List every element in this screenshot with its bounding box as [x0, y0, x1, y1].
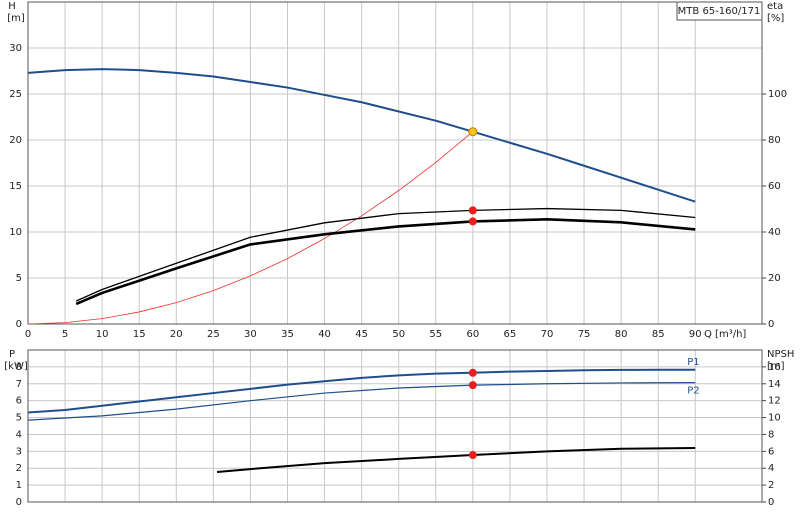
- y-tick-label: 10: [9, 227, 22, 238]
- duty-point: [468, 206, 477, 215]
- y-tick-label: 7: [16, 379, 22, 390]
- y2-tick-label: 0: [768, 497, 774, 508]
- x-tick-label: 30: [244, 329, 257, 340]
- y-axis-unit: [kW]: [4, 361, 28, 372]
- y2-tick-label: 8: [768, 429, 774, 440]
- y-tick-label: 2: [16, 463, 22, 474]
- x-tick-label: 50: [392, 329, 405, 340]
- y-tick-label: 20: [9, 135, 22, 146]
- curve: [75, 218, 696, 306]
- x-tick-label: 0: [25, 329, 31, 340]
- y2-tick-label: 0: [768, 319, 774, 330]
- y-tick-label: 0: [16, 319, 22, 330]
- y2-tick-label: 14: [768, 379, 781, 390]
- y2-tick-label: 6: [768, 446, 774, 457]
- y-tick-label: 6: [16, 396, 22, 407]
- x-tick-label: 70: [541, 329, 554, 340]
- y2-axis-unit: [m]: [767, 361, 785, 372]
- y-axis-label: H: [8, 1, 16, 12]
- y-tick-label: 25: [9, 89, 22, 100]
- x-tick-label: 90: [689, 329, 702, 340]
- y-tick-label: 8: [16, 362, 22, 373]
- duty-point: [468, 381, 477, 390]
- y2-tick-label: 2: [768, 480, 774, 491]
- y2-tick-label: 80: [768, 135, 781, 146]
- y-tick-label: 1: [16, 480, 22, 491]
- plot-frame: [27, 349, 763, 503]
- x-tick-label: 5: [62, 329, 68, 340]
- chart-title: MTB 65-160/171: [678, 6, 761, 17]
- x-tick-label: 35: [281, 329, 294, 340]
- y-tick-label: 4: [16, 429, 22, 440]
- x-tick-label: 40: [318, 329, 331, 340]
- y2-tick-label: 40: [768, 227, 781, 238]
- y2-tick-label: 4: [768, 463, 774, 474]
- y2-tick-label: 10: [768, 413, 781, 424]
- y-tick-label: 3: [16, 446, 22, 457]
- x-tick-label: 45: [355, 329, 368, 340]
- y-tick-label: 5: [16, 413, 22, 424]
- y-axis-label: P: [9, 349, 15, 360]
- curve: [216, 446, 696, 474]
- y2-tick-label: 12: [768, 396, 781, 407]
- curve: [27, 381, 696, 421]
- curve: [75, 207, 696, 302]
- duty-point: [468, 217, 477, 226]
- x-tick-label: 85: [652, 329, 665, 340]
- x-tick-label: 10: [96, 329, 109, 340]
- y-tick-label: 30: [9, 43, 22, 54]
- x-tick-label: 55: [429, 329, 442, 340]
- plot-frame: [27, 1, 763, 325]
- y2-tick-label: 20: [768, 273, 781, 284]
- x-tick-label: 80: [615, 329, 628, 340]
- curve-label: P2: [687, 386, 699, 397]
- x-axis-label: Q [m³/h]: [704, 329, 746, 340]
- y-axis-unit: [m]: [7, 13, 25, 24]
- y-tick-label: 15: [9, 181, 22, 192]
- duty-point: [468, 451, 477, 460]
- y2-axis-unit: [%]: [767, 13, 784, 24]
- duty-point: [468, 127, 478, 137]
- x-tick-label: 60: [466, 329, 479, 340]
- curve-label: P1: [687, 357, 699, 368]
- curve: [27, 131, 474, 325]
- x-tick-label: 65: [504, 329, 517, 340]
- y2-tick-label: 16: [768, 362, 781, 373]
- duty-point: [468, 368, 477, 377]
- y2-axis-label: NPSH: [767, 349, 794, 360]
- y2-tick-label: 60: [768, 181, 781, 192]
- y2-axis-label: eta: [767, 1, 783, 12]
- y2-tick-label: 100: [768, 89, 787, 100]
- title-box: [676, 1, 763, 21]
- x-tick-label: 20: [170, 329, 183, 340]
- curve: [27, 368, 696, 414]
- y-tick-label: 0: [16, 497, 22, 508]
- x-tick-label: 15: [133, 329, 146, 340]
- y-tick-label: 5: [16, 273, 22, 284]
- x-tick-label: 75: [578, 329, 591, 340]
- curve: [27, 68, 696, 203]
- x-tick-label: 25: [207, 329, 220, 340]
